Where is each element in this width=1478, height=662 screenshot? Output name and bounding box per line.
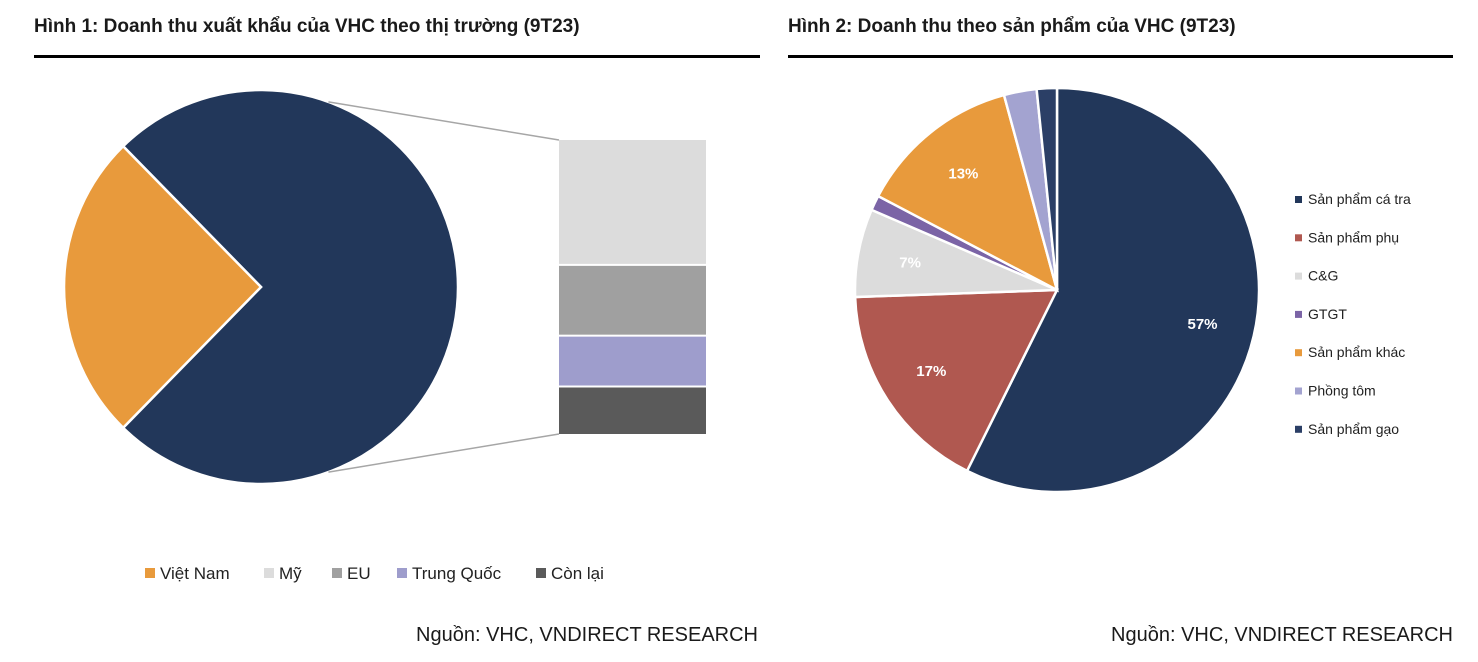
figure-2-title: Hình 2: Doanh thu theo sản phẩm của VHC … — [788, 16, 1236, 37]
pie-slice-san-pham-phu — [853, 288, 1060, 473]
bar-segment-con-lai — [559, 387, 706, 434]
legend-label: C&G — [1308, 268, 1338, 284]
legend-swatch — [1295, 425, 1302, 433]
legend-label: Sản phẩm khác — [1308, 344, 1405, 360]
legend-item-san-pham-ca-tra: Sản phẩm cá tra — [1295, 191, 1411, 207]
data-label-c-g: 7% — [899, 254, 921, 271]
legend-label: Còn lại — [551, 564, 604, 583]
legend-item-eu: EU — [332, 564, 371, 583]
legend-swatch — [1295, 387, 1302, 395]
legend-swatch — [536, 568, 546, 578]
legend-label: EU — [347, 564, 371, 583]
legend-label: Sản phẩm phụ — [1308, 229, 1399, 245]
legend-item-my: Mỹ — [264, 564, 302, 583]
legend-item-con-lai: Còn lại — [536, 564, 604, 583]
legend-swatch — [397, 568, 407, 578]
pie-slice-san-pham-khac — [876, 93, 1059, 293]
legend-label: Sản phẩm cá tra — [1308, 191, 1411, 207]
legend-item-gtgt: GTGT — [1295, 306, 1347, 322]
legend-swatch — [1295, 234, 1302, 242]
legend-item-phong-tom: Phồng tôm — [1295, 383, 1376, 399]
figure-2-panel: Hình 2: Doanh thu theo sản phẩm của VHC … — [780, 0, 1478, 662]
legend-item-c-g: C&G — [1295, 268, 1338, 284]
legend-swatch — [1295, 349, 1302, 357]
connector-line-top — [328, 101, 560, 141]
data-label-san-pham-khac: 13% — [948, 165, 978, 182]
figure-1-source: Nguồn: VHC, VNDIRECT RESEARCH — [416, 624, 758, 646]
bar-segment-trung-quoc — [559, 336, 706, 386]
legend-item-viet-nam: Việt Nam — [145, 564, 230, 583]
legend-label: Mỹ — [279, 564, 302, 583]
data-label-san-pham-ca-tra: 57% — [1187, 316, 1217, 333]
pie-slice-viet-nam — [62, 144, 263, 430]
legend-item-san-pham-khac: Sản phẩm khác — [1295, 344, 1405, 360]
market-bar-of-pie-chart: Việt Nam Mỹ EU Trung Quốc Còn lại — [62, 88, 706, 583]
legend-swatch — [332, 568, 342, 578]
bar-segment-eu — [559, 265, 706, 335]
legend-swatch — [264, 568, 274, 578]
legend-label: GTGT — [1308, 306, 1347, 322]
legend-swatch — [1295, 310, 1302, 318]
figure-2-source: Nguồn: VHC, VNDIRECT RESEARCH — [1111, 624, 1453, 646]
bar-segment-my — [559, 140, 706, 264]
connector-line-bottom — [328, 433, 560, 473]
legend-label: Việt Nam — [160, 564, 230, 583]
legend-swatch — [1295, 272, 1302, 280]
data-label-san-pham-phu: 17% — [916, 363, 946, 380]
legend-label: Trung Quốc — [412, 564, 502, 583]
figure-2-title-rule — [788, 55, 1453, 58]
legend-swatch — [145, 568, 155, 578]
pie-slice-san-pham-gao — [1035, 86, 1059, 291]
legend-label: Phồng tôm — [1308, 383, 1376, 399]
pie-slice-other-markets — [121, 88, 460, 486]
legend-item-trung-quoc: Trung Quốc — [397, 564, 502, 583]
legend-label: Sản phẩm gạo — [1308, 421, 1399, 437]
pie-slice-san-pham-ca-tra — [965, 86, 1261, 494]
legend-item-san-pham-phu: Sản phẩm phụ — [1295, 229, 1399, 245]
product-pie-chart: 57% 17% 7% 13% Sản phẩm cá tra Sản phẩm phụ C&… — [853, 86, 1411, 494]
figure-1-title-rule — [34, 55, 760, 58]
legend-swatch — [1295, 196, 1302, 203]
figure-1-panel: Hình 1: Doanh thu xuất khẩu của VHC theo… — [34, 16, 760, 646]
figure-1-title: Hình 1: Doanh thu xuất khẩu của VHC theo… — [34, 16, 580, 37]
legend-item-san-pham-gao: Sản phẩm gạo — [1295, 421, 1399, 437]
